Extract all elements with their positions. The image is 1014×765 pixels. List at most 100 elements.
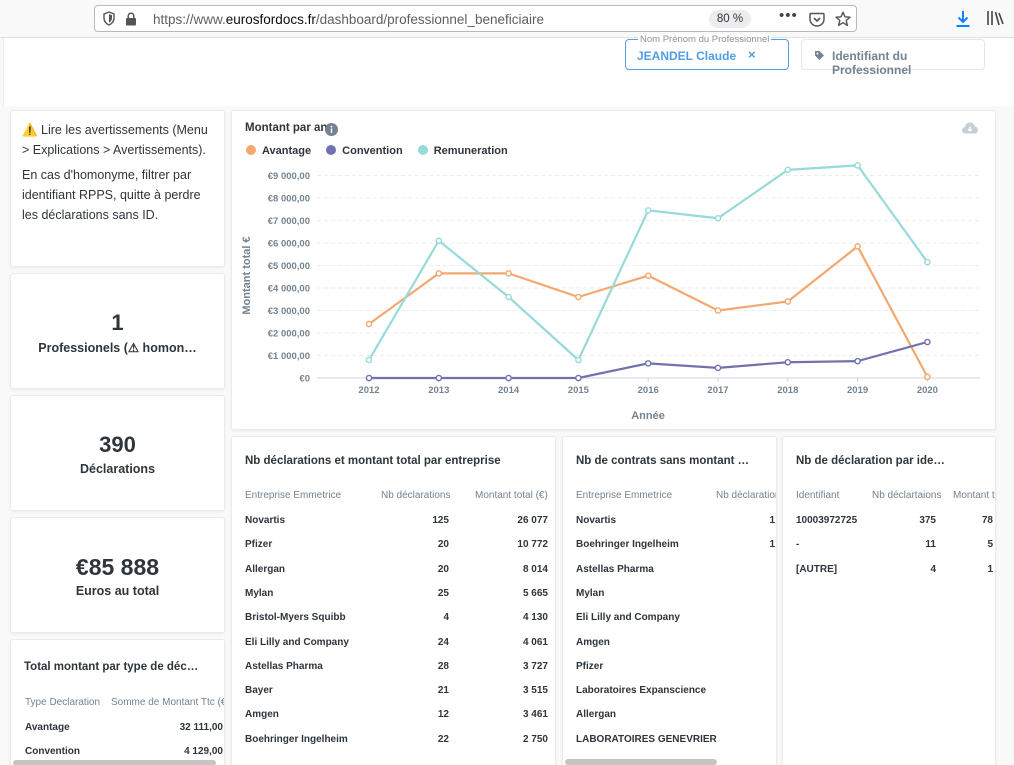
column-header[interactable]: Nb déclarations (381, 490, 451, 501)
library-icon[interactable] (986, 10, 1004, 26)
table-cell: 10 772 (517, 539, 548, 551)
data-point-remuneration (924, 258, 931, 266)
table-cell: 20 (437, 563, 449, 575)
column-header[interactable]: Type Declaration (25, 697, 101, 708)
filter-identifiant[interactable]: Identifiant du Professionnel (801, 39, 985, 77)
column-header[interactable]: Montant t (953, 490, 995, 501)
data-point-convention (435, 374, 443, 382)
zoom-level[interactable]: 80 % (709, 10, 751, 28)
data-point-avantage (924, 373, 931, 381)
table-row-label: Amgen (576, 636, 610, 648)
data-point-avantage (365, 320, 373, 328)
kpi-value: 1 (111, 310, 124, 335)
lock-icon[interactable] (125, 12, 137, 26)
kpi-professionnels-card[interactable]: 1 Professionels (⚠ homon… (10, 273, 225, 389)
kpi-declarations-card[interactable]: 390 Déclarations (10, 395, 225, 511)
data-point-avantage (714, 307, 722, 314)
table-cell: 78 (981, 515, 993, 526)
horizontal-scrollbar[interactable] (13, 760, 216, 765)
data-point-avantage (505, 270, 512, 277)
card-title: Total montant par type de déc… (24, 661, 199, 673)
table-row-label: Bristol-Myers Squibb (245, 612, 346, 624)
x-tick-label: 2018 (777, 385, 798, 396)
table-cell: 20 (437, 539, 449, 551)
table-cell: 8 014 (522, 563, 548, 575)
more-actions-icon[interactable]: ••• (779, 7, 798, 24)
column-header[interactable]: Identifiant (796, 490, 840, 501)
data-point-avantage (784, 298, 792, 305)
table-cell: 1 (987, 563, 993, 575)
kpi-value: €85 888 (75, 554, 160, 580)
table-cell: 4 129,00 (184, 746, 223, 757)
data-point-remuneration (365, 356, 373, 364)
column-header[interactable]: Entreprise Emmetrice (245, 490, 342, 501)
star-icon[interactable] (835, 11, 851, 27)
url-text[interactable]: https://www.eurosfordocs.fr/dashboard/pr… (153, 12, 544, 27)
data-point-convention (784, 358, 792, 366)
filter-value[interactable]: JEANDEL Claude (637, 49, 737, 63)
filter-nom-prenom[interactable]: Nom Prénom du Professionnel JEANDEL Clau… (625, 34, 789, 70)
table-row-label: Novartis (245, 515, 286, 526)
y-axis-label: Montant total € (241, 236, 253, 314)
column-header[interactable]: Nb déclartaions (872, 490, 942, 501)
table-row-label: Astellas Pharma (576, 563, 654, 575)
identifiant-table-card: Nb de déclaration par ide… Identifiant N… (782, 436, 996, 765)
table-row-label: Boehringer Ingelheim (576, 539, 679, 551)
pocket-icon[interactable] (809, 12, 825, 27)
kpi-euros-card[interactable]: €85 888 Euros au total (10, 517, 225, 633)
table-cell: 26 077 (517, 515, 548, 526)
download-icon[interactable] (955, 10, 971, 28)
legend-item-convention[interactable]: Convention (326, 145, 403, 157)
type-declaration-card: Total montant par type de déc… Type Decl… (10, 639, 225, 765)
tag-icon (815, 51, 824, 60)
column-header[interactable]: Entreprise Emmetrice (576, 490, 673, 501)
table-row-label: Bayer (245, 685, 273, 697)
table-cell: 3 461 (522, 709, 548, 721)
data-point-convention (854, 357, 861, 365)
shield-icon[interactable] (103, 11, 115, 26)
data-point-remuneration (505, 293, 512, 301)
column-header[interactable]: Montant total (€) (475, 490, 548, 501)
data-point-remuneration (784, 166, 792, 174)
table-cell: 12 (437, 709, 449, 721)
table-cell: Avantage (25, 722, 70, 733)
legend-item-avantage[interactable]: Avantage (246, 145, 311, 157)
card-title: Nb déclarations et montant total par ent… (245, 455, 501, 467)
card-title: Nb de contrats sans montant … (576, 455, 750, 467)
y-tick-label: €6 000,00 (268, 239, 310, 250)
table-cell: Convention (25, 746, 80, 757)
url-bar[interactable]: https://www.eurosfordocs.fr/dashboard/pr… (94, 5, 857, 32)
table-row-label: 10003972725 (796, 515, 858, 526)
column-header[interactable]: Nb déclaratior (716, 490, 777, 501)
dashboard: Nom Prénom du Professionnel JEANDEL Clau… (0, 34, 1014, 765)
y-tick-label: €3 000,00 (268, 306, 310, 317)
data-point-avantage (575, 293, 582, 301)
table-cell: 375 (919, 515, 936, 526)
y-tick-label: €8 000,00 (268, 194, 310, 205)
table-row-label: Allergan (576, 709, 617, 721)
table-row-label: - (796, 539, 800, 551)
info-icon[interactable] (325, 123, 338, 136)
table-row-label: Novartis (576, 515, 617, 526)
card-title: Nb de déclaration par ide… (796, 455, 945, 467)
table-row-label: Boehringer Ingelheim (245, 733, 348, 745)
series-line-convention (369, 340, 928, 380)
montant-par-an-chart: Montant par an Avantage Convention Remun… (231, 110, 996, 430)
horizontal-scrollbar[interactable] (565, 759, 717, 765)
column-header[interactable]: Somme de Montant Ttc (€) (111, 697, 225, 708)
x-axis-label: Année (631, 410, 665, 422)
table-cell: 125 (432, 515, 449, 526)
cloud-download-icon[interactable] (961, 121, 979, 135)
table-cell: 2 750 (522, 733, 548, 745)
line-chart-plot: €0 €1 000,00 €2 000,00 €3 000,00 €4 000,00 €5… (241, 162, 980, 422)
x-tick-label: 2014 (498, 385, 520, 396)
legend-item-remuneration[interactable]: Remuneration (417, 145, 508, 157)
x-tick-label: 2015 (568, 385, 590, 396)
table-cell: 28 (437, 660, 449, 672)
table-cell: 4 (443, 612, 449, 624)
data-point-convention (714, 364, 722, 372)
chart-legend: Avantage Convention Remuneration (246, 145, 520, 157)
y-tick-label: €4 000,00 (268, 284, 310, 295)
close-icon[interactable]: × (748, 47, 756, 62)
data-point-avantage (435, 270, 443, 277)
